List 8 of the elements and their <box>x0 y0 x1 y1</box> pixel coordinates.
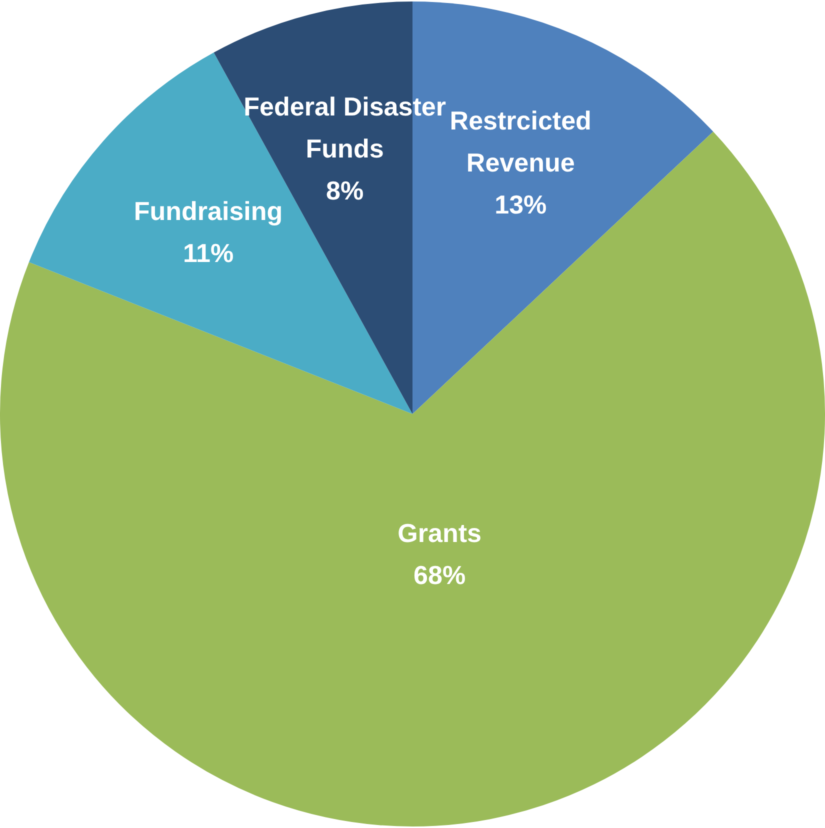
slice-label: Fundraising <box>134 196 283 226</box>
data-label: 8% <box>326 175 364 206</box>
data-label: 13% <box>494 189 547 220</box>
data-label: 11% <box>182 238 234 268</box>
slice-label: Restrcicted Revenue <box>450 105 592 178</box>
data-label: 68% <box>414 560 466 590</box>
slice-label: Grants <box>398 518 482 548</box>
slice-label: Federal Disaster Funds <box>244 91 446 164</box>
